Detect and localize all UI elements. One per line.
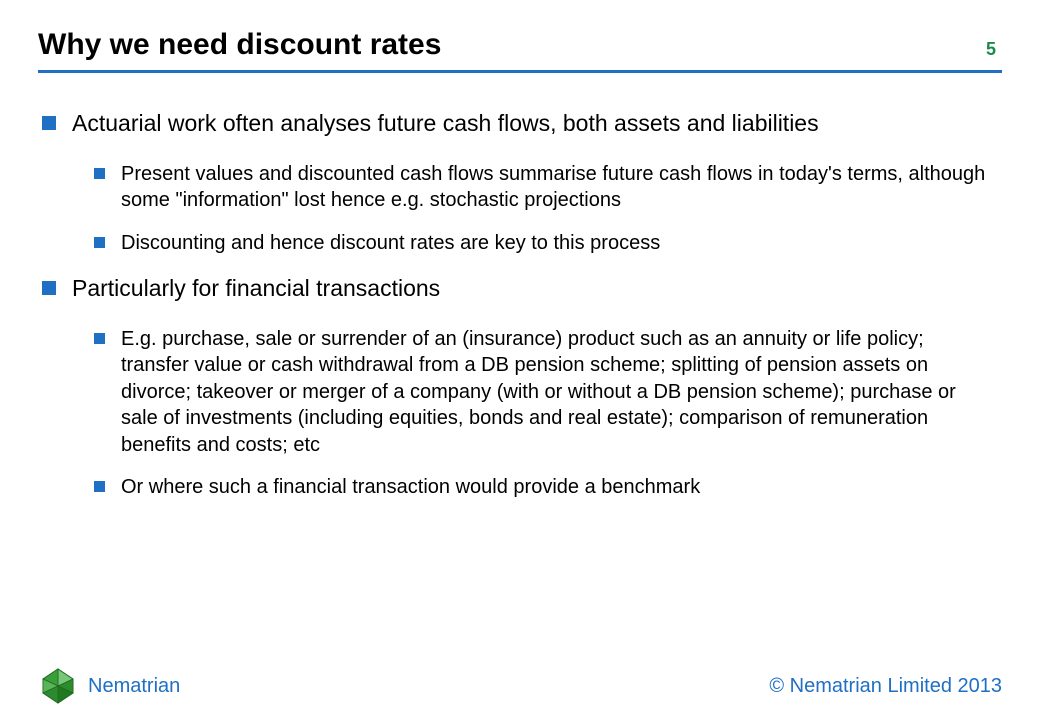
square-bullet-icon	[94, 481, 105, 492]
sublist: Present values and discounted cash flows…	[42, 161, 996, 256]
slide-title: Why we need discount rates	[38, 28, 441, 62]
slide-container: Why we need discount rates 5 Actuarial w…	[0, 0, 1040, 720]
bullet-level2: E.g. purchase, sale or surrender of an (…	[94, 326, 996, 458]
footer-left: Nematrian	[38, 666, 180, 706]
sublist: E.g. purchase, sale or surrender of an (…	[42, 326, 996, 500]
bullet-text: Discounting and hence discount rates are…	[121, 230, 660, 256]
bullet-level2: Or where such a financial transaction wo…	[94, 474, 996, 500]
footer-brand: Nematrian	[88, 675, 180, 698]
content-area: Actuarial work often analyses future cas…	[38, 73, 1002, 500]
bullet-text: Actuarial work often analyses future cas…	[72, 109, 819, 139]
bullet-text: Particularly for financial transactions	[72, 274, 440, 304]
bullet-level1: Particularly for financial transactions	[42, 274, 996, 304]
header-row: Why we need discount rates 5	[38, 28, 1002, 68]
bullet-level1: Actuarial work often analyses future cas…	[42, 109, 996, 139]
page-number: 5	[986, 39, 1002, 62]
bullet-level2: Present values and discounted cash flows…	[94, 161, 996, 214]
square-bullet-icon	[42, 116, 56, 130]
bullet-text: E.g. purchase, sale or surrender of an (…	[121, 326, 996, 458]
square-bullet-icon	[42, 281, 56, 295]
bullet-level2: Discounting and hence discount rates are…	[94, 230, 996, 256]
footer: Nematrian © Nematrian Limited 2013	[0, 666, 1040, 706]
square-bullet-icon	[94, 168, 105, 179]
bullet-text: Present values and discounted cash flows…	[121, 161, 996, 214]
square-bullet-icon	[94, 237, 105, 248]
bullet-text: Or where such a financial transaction wo…	[121, 474, 700, 500]
nematrian-logo-icon	[38, 666, 78, 706]
footer-copyright: © Nematrian Limited 2013	[769, 675, 1002, 698]
square-bullet-icon	[94, 333, 105, 344]
